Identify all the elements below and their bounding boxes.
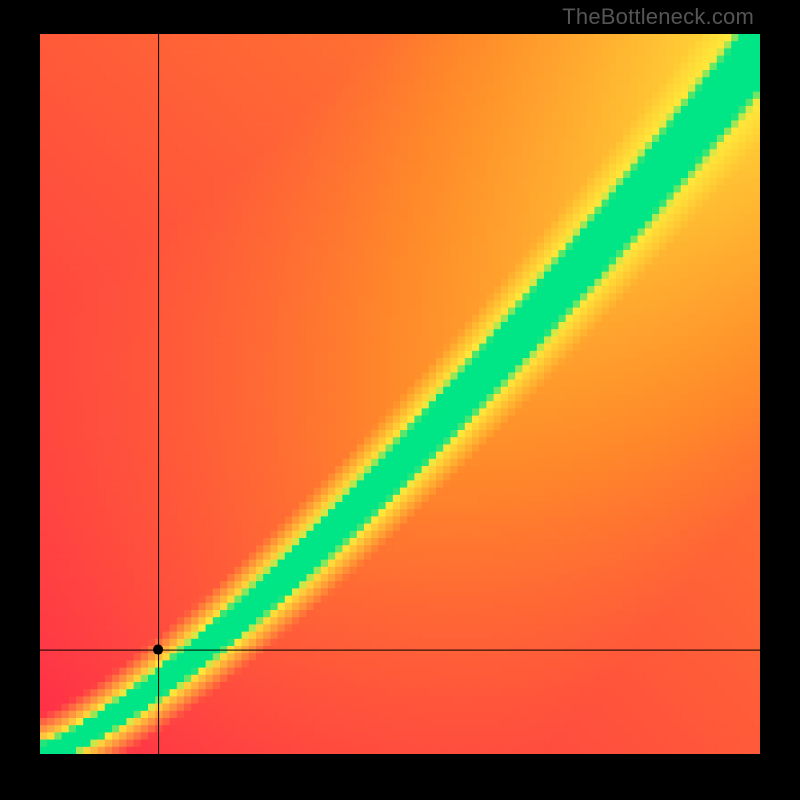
heatmap-canvas [40,34,760,754]
heatmap-plot [40,34,760,754]
page-root: TheBottleneck.com [0,0,800,800]
watermark-text: TheBottleneck.com [562,4,754,30]
